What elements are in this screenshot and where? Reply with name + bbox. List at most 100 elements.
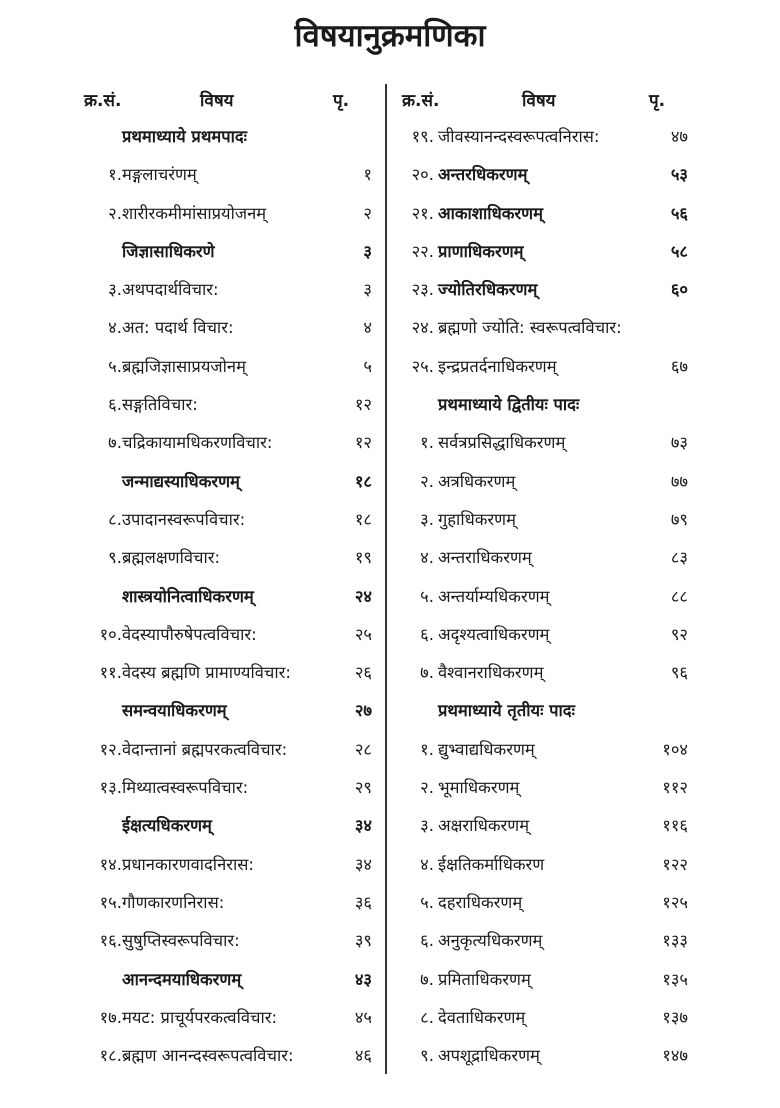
toc-section-heading: प्रथमाध्याये तृतीयः पादः bbox=[392, 692, 702, 730]
entry-title: आनन्दमयाधिकरणम् bbox=[122, 969, 242, 989]
column-header: क्र.सं. विषय पृ. bbox=[60, 84, 380, 118]
toc-entry: ११. वेदस्य ब्रह्मणि प्रामाण्यविचार: २६ bbox=[60, 654, 380, 692]
entry-number: ३. bbox=[108, 280, 122, 300]
entry-page: ७९ bbox=[670, 509, 688, 529]
entry-page: १२ bbox=[354, 433, 372, 453]
entry-page: ४७ bbox=[670, 127, 688, 146]
entry-number: २३. bbox=[411, 280, 434, 300]
header-serial-number: क्र.सं. bbox=[402, 91, 440, 111]
entry-page: ५८ bbox=[670, 241, 688, 261]
entry-title: गुहाधिकरणम् bbox=[438, 509, 516, 529]
entry-title: अत: पदार्थ विचार: bbox=[122, 318, 234, 338]
entry-page: १२५ bbox=[662, 892, 688, 912]
toc-entry: ५. अन्तर्याम्यधिकरणम् ८८ bbox=[392, 578, 702, 616]
entry-title: भूमाधिकरणम् bbox=[438, 778, 520, 798]
header-serial-number: क्र.सं. bbox=[84, 91, 122, 111]
entry-page: १९ bbox=[354, 548, 372, 568]
toc-entry: १४. प्रधानकारणवादनिरास: ३४ bbox=[60, 846, 380, 884]
entry-title: देवताधिकरणम् bbox=[438, 1007, 526, 1027]
entry-title: अन्तराधिकरणम् bbox=[438, 548, 532, 568]
entry-number: ५. bbox=[420, 586, 434, 606]
entry-page: १०४ bbox=[662, 739, 688, 759]
entry-page: ९२ bbox=[670, 624, 688, 644]
toc-entry: १. द्युभ्वाद्यधिकरणम् १०४ bbox=[392, 731, 702, 769]
entry-number: २. bbox=[420, 471, 434, 491]
entry-number: ३. bbox=[420, 509, 434, 529]
entry-number: ४. bbox=[420, 854, 434, 874]
entry-title: इन्द्रप्रतर्दनाधिकरणम् bbox=[438, 356, 557, 376]
entry-page: २६ bbox=[354, 663, 372, 683]
entry-number: २१. bbox=[411, 203, 434, 223]
entry-number: १४. bbox=[99, 854, 122, 874]
entry-title: अथपदार्थविचार: bbox=[122, 280, 219, 300]
entry-page: २७ bbox=[354, 701, 372, 721]
entry-title: अक्षराधिकरणम् bbox=[438, 816, 530, 836]
toc-entry: ९. ब्रह्मलक्षणविचार: १९ bbox=[60, 539, 380, 577]
entry-page: ४५ bbox=[354, 1007, 372, 1027]
entry-page: ३ bbox=[363, 241, 372, 261]
entry-number: ७. bbox=[420, 969, 434, 989]
entry-number: २. bbox=[420, 778, 434, 798]
entry-number: ६. bbox=[420, 624, 434, 644]
toc-column-right: क्र.सं. विषय पृ. १९. जीवस्यानन्दस्वरूपत्व… bbox=[392, 84, 702, 1075]
entry-number: ७. bbox=[108, 433, 122, 453]
entry-number: ८. bbox=[420, 1007, 434, 1027]
toc-entry: ६. अदृश्यत्वाधिकरणम् ९२ bbox=[392, 616, 702, 654]
entry-number: १. bbox=[420, 433, 434, 453]
toc-entry: १. मङ्गलाचरंणम् १ bbox=[60, 156, 380, 194]
toc-entry: २. शारीरकमीमांसाप्रयोजनम् २ bbox=[60, 195, 380, 233]
entry-title: शारीरकमीमांसाप्रयोजनम् bbox=[122, 203, 267, 223]
entry-page: १३५ bbox=[662, 969, 688, 989]
toc-entry: १८. ब्रह्मण आनन्दस्वरूपत्वविचार: ४६ bbox=[60, 1037, 380, 1075]
entry-title: दहराधिकरणम् bbox=[438, 892, 523, 912]
toc-entry: ३. अक्षराधिकरणम् ११६ bbox=[392, 807, 702, 845]
entry-number: १९. bbox=[411, 127, 434, 146]
toc-entry: ५. ब्रह्मजिज्ञासाप्रयजोनम् ५ bbox=[60, 348, 380, 386]
entry-number: ७. bbox=[420, 663, 434, 683]
toc-entry: १०. वेदस्यापौरुषेपत्वविचार: २५ bbox=[60, 616, 380, 654]
entry-page: ३४ bbox=[354, 854, 372, 874]
column-header: क्र.सं. विषय पृ. bbox=[392, 84, 702, 118]
entry-title: वेदस्यापौरुषेपत्वविचार: bbox=[122, 624, 257, 644]
entry-number: ९. bbox=[420, 1046, 434, 1066]
toc-entry: २३. ज्योतिरधिकरणम् ६० bbox=[392, 271, 702, 309]
entry-page: ३४ bbox=[354, 816, 372, 836]
entry-title: सङ्गतिविचार: bbox=[122, 395, 198, 415]
entry-title: अत्रधिकरणम् bbox=[438, 471, 516, 491]
entry-page: ७७ bbox=[670, 471, 688, 491]
entry-page: ९६ bbox=[670, 663, 688, 683]
entry-title: वैश्वानराधिकरणम् bbox=[438, 663, 544, 683]
entry-title: ईक्षत्यधिकरणम् bbox=[122, 816, 212, 836]
header-page: पृ. bbox=[649, 91, 666, 111]
entry-number: १०. bbox=[99, 624, 122, 644]
header-page: पृ. bbox=[333, 91, 350, 111]
entry-page: ६० bbox=[670, 280, 688, 300]
entry-number: ५. bbox=[108, 356, 122, 376]
entry-number: ६. bbox=[108, 395, 122, 415]
entry-page: ४६ bbox=[354, 1046, 372, 1066]
entry-title: प्रथमाध्याये द्वितीयः पादः bbox=[438, 395, 580, 415]
toc-entry: ७. चद्रिकायामधिकरणविचार: १२ bbox=[60, 424, 380, 462]
entry-page: १२२ bbox=[662, 854, 688, 874]
entry-title: अदृश्यत्वाधिकरणम् bbox=[438, 624, 550, 644]
entry-number: ४. bbox=[420, 548, 434, 568]
toc-section-heading: जिज्ञासाधिकरणे ३ bbox=[60, 233, 380, 271]
entry-page: १२ bbox=[354, 395, 372, 415]
toc-entry: ७. वैश्वानराधिकरणम् ९६ bbox=[392, 654, 702, 692]
entry-page: ४३ bbox=[354, 969, 372, 989]
entry-title: जीवस्यानन्दस्वरूपत्वनिरास: bbox=[438, 127, 600, 146]
toc-entry: ३. गुहाधिकरणम् ७९ bbox=[392, 501, 702, 539]
entry-title: गौणकारणनिरास: bbox=[122, 892, 225, 912]
entry-page: १३७ bbox=[662, 1007, 688, 1027]
entry-number: २. bbox=[108, 203, 122, 223]
toc-entry: ४. अत: पदार्थ विचार: ४ bbox=[60, 309, 380, 347]
entry-page: ८३ bbox=[670, 548, 688, 568]
entry-number: १२. bbox=[99, 739, 122, 759]
entry-page: ११६ bbox=[662, 816, 688, 836]
entry-number: ३. bbox=[420, 816, 434, 836]
entry-number: ६. bbox=[420, 931, 434, 951]
entry-page: ३ bbox=[363, 280, 372, 300]
entry-number: २२. bbox=[411, 241, 434, 261]
entry-page: ६७ bbox=[670, 356, 688, 376]
entry-number: १५. bbox=[99, 892, 122, 912]
